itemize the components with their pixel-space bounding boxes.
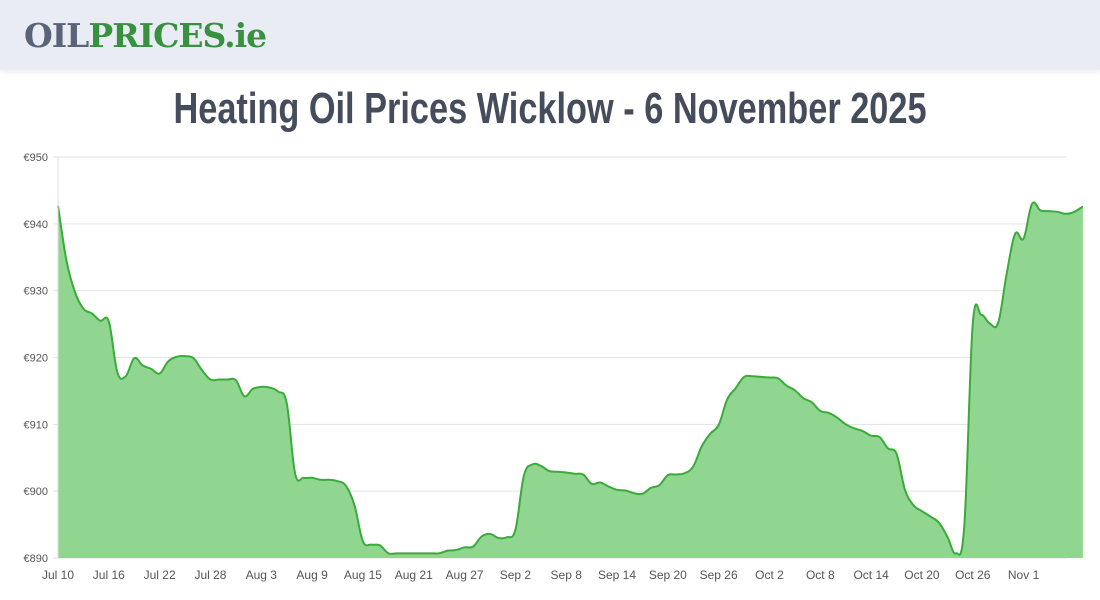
y-tick-label: €930 — [24, 286, 48, 298]
y-tick-label: €940 — [24, 219, 48, 231]
x-tick-label: Jul 16 — [93, 568, 125, 582]
price-area-fill — [58, 202, 1083, 558]
y-tick-label: €890 — [24, 553, 48, 565]
page-title: Heating Oil Prices Wicklow - 6 November … — [173, 84, 927, 133]
x-tick-label: Aug 21 — [395, 568, 433, 582]
y-tick-label: €910 — [24, 419, 48, 431]
x-tick-label: Nov 1 — [1008, 568, 1040, 582]
x-tick-label: Jul 28 — [194, 568, 226, 582]
x-axis-labels: Jul 10 Jul 16 Jul 22 Jul 28 Aug 3 Aug 9 Aug 15… — [42, 568, 1040, 582]
x-tick-label: Oct 2 — [755, 568, 784, 582]
site-logo[interactable]: OILPRICES.ie — [24, 16, 267, 56]
x-tick-label: Aug 9 — [296, 568, 328, 582]
x-tick-label: Aug 3 — [246, 568, 278, 582]
x-tick-label: Oct 8 — [806, 568, 835, 582]
x-tick-label: Sep 2 — [500, 568, 532, 582]
y-tick-label: €900 — [24, 486, 48, 498]
x-tick-label: Oct 26 — [955, 568, 991, 582]
logo-text-prices: PRICES.ie — [88, 16, 267, 55]
y-tick-label: €920 — [24, 353, 48, 365]
x-tick-label: Oct 20 — [904, 568, 940, 582]
y-axis-labels: €890 €900 €910 €920 €930 €940 €950 — [24, 152, 48, 565]
x-tick-label: Sep 8 — [551, 568, 583, 582]
x-tick-label: Jul 22 — [144, 568, 176, 582]
x-tick-label: Sep 20 — [649, 568, 687, 582]
logo-text-oil: OIL — [24, 16, 89, 55]
price-line[interactable] — [57, 201, 1084, 556]
x-tick-label: Sep 26 — [700, 568, 738, 582]
x-tick-label: Aug 27 — [446, 568, 484, 582]
x-tick-label: Sep 14 — [598, 568, 636, 582]
x-tick-label: Jul 10 — [42, 568, 74, 582]
site-header: OILPRICES.ie — [0, 0, 1100, 70]
x-tick-label: Aug 15 — [344, 568, 382, 582]
x-tick-label: Oct 14 — [853, 568, 889, 582]
y-tick-label: €950 — [24, 152, 48, 164]
